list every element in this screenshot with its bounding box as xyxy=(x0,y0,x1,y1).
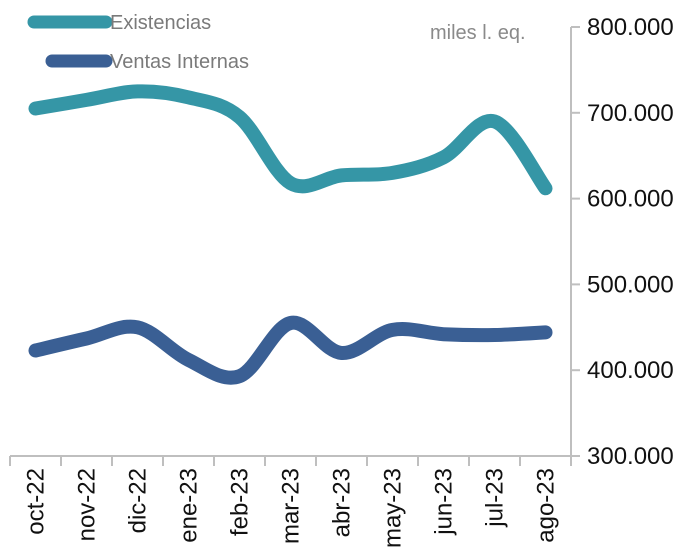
series-line-ventas-internas xyxy=(28,315,553,385)
legend-label-existencias: Existencias xyxy=(110,12,211,34)
x-tick-label: feb-23 xyxy=(227,468,254,536)
x-tick-label: dic-22 xyxy=(125,468,152,533)
legend: Existencias Ventas Internas xyxy=(27,12,249,73)
y-tick-label: 400.000 xyxy=(587,357,674,384)
x-tick-label: ene-23 xyxy=(176,468,203,543)
y-tick-label: 300.000 xyxy=(587,443,674,470)
series-lines xyxy=(28,84,553,385)
x-tick-label: oct-22 xyxy=(23,468,50,535)
x-tick-label: ago-23 xyxy=(533,468,560,543)
x-tick-label: abr-23 xyxy=(329,468,356,537)
x-tick-label: may-23 xyxy=(380,468,407,548)
x-tick-label: jul-23 xyxy=(482,468,509,528)
y-tick-label: 800.000 xyxy=(587,14,674,41)
unit-label: miles l. eq. xyxy=(430,22,526,44)
y-tick-label: 600.000 xyxy=(587,186,674,213)
x-tick-label: jun-23 xyxy=(431,468,458,536)
axes xyxy=(10,27,572,457)
legend-label-ventas-internas: Ventas Internas xyxy=(110,51,249,73)
series-line-existencias xyxy=(28,84,553,196)
y-tick-label: 700.000 xyxy=(587,100,674,127)
y-tick-label: 500.000 xyxy=(587,271,674,298)
x-ticks: oct-22 nov-22 dic-22 ene-23 feb-23 mar-23 abr-… xyxy=(9,456,572,548)
y-ticks: 300.000 400.000 500.000 600.000 700.000 800.0… xyxy=(571,14,674,470)
x-tick-label: mar-23 xyxy=(278,468,305,544)
x-tick-label: nov-22 xyxy=(74,468,101,541)
